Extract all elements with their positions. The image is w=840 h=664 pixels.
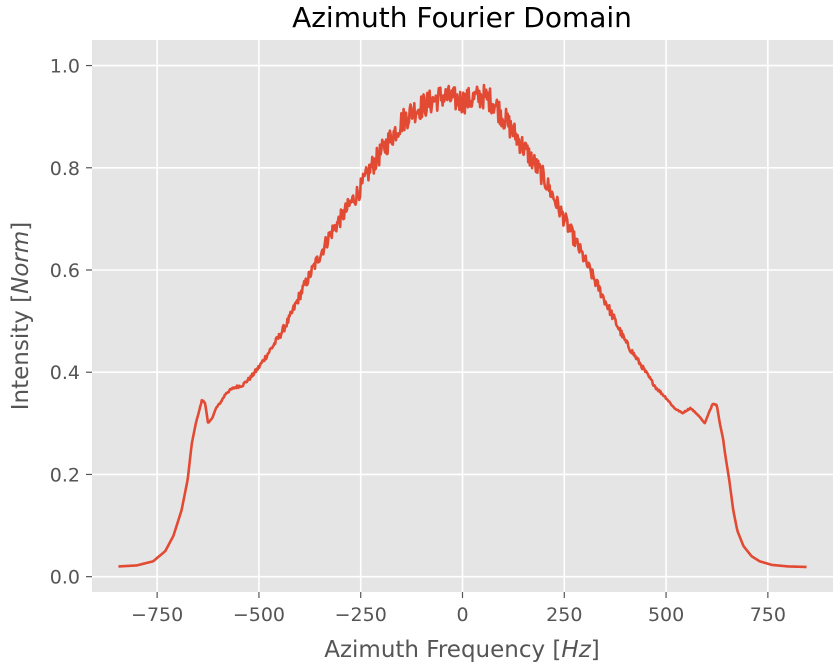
y-axis-label: Intensity [Norm]	[8, 222, 34, 411]
x-axis: −750 −500 −250 0 250 500 750	[131, 592, 786, 626]
x-tick-label: −750	[131, 604, 183, 626]
y-tick-label: 0.6	[50, 260, 80, 282]
y-tick-label: 0.8	[50, 158, 80, 180]
y-tick-label: 0.2	[50, 464, 80, 486]
y-axis: 0.0 0.2 0.4 0.6 0.8 1.0	[50, 56, 92, 589]
grid-lines	[92, 40, 833, 592]
series-line	[117, 83, 808, 569]
x-tick-label: 500	[648, 604, 684, 626]
x-tick-label: 750	[750, 604, 786, 626]
y-tick-label: 0.0	[50, 567, 80, 589]
x-tick-label: −500	[233, 604, 285, 626]
y-tick-label: 1.0	[50, 56, 80, 78]
x-axis-label: Azimuth Frequency [Hz]	[324, 637, 600, 663]
series-layer	[117, 83, 808, 569]
x-tick-label: 0	[456, 604, 468, 626]
chart-title: Azimuth Fourier Domain	[292, 1, 632, 34]
x-tick-label: −250	[335, 604, 387, 626]
x-tick-label: 250	[546, 604, 582, 626]
y-tick-label: 0.4	[50, 362, 80, 384]
